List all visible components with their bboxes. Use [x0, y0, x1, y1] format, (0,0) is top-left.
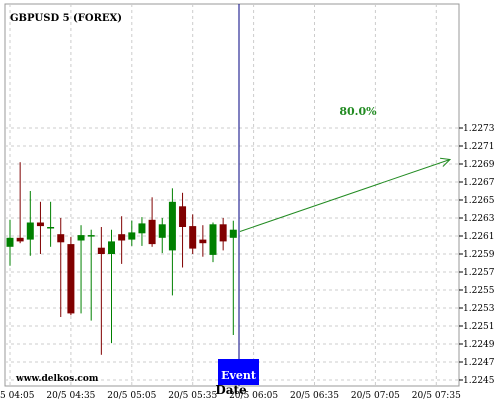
candle-body: [16, 237, 24, 242]
candle-body: [108, 241, 115, 254]
candle-body: [229, 229, 237, 238]
x-tick-label: 20/5 06:05: [229, 391, 278, 400]
candle-body: [77, 235, 85, 241]
candle-body: [168, 201, 176, 251]
candle-body: [67, 244, 75, 314]
candle-body: [36, 222, 44, 227]
y-tick-label: 1.2273: [463, 124, 495, 134]
y-tick-label: 1.2271: [463, 142, 495, 152]
forecast-label: 80.0%: [339, 105, 377, 118]
x-tick-label: 20/5 06:35: [290, 391, 339, 400]
candle-body: [219, 224, 227, 242]
y-tick-label: 1.2255: [463, 286, 495, 296]
forecast-arrowhead: [440, 157, 452, 167]
candle-body: [128, 232, 136, 240]
y-tick-label: 1.2269: [463, 160, 495, 170]
candle-body: [189, 226, 197, 249]
candle-body: [158, 224, 166, 238]
x-tick-label: 20/5 07:05: [351, 391, 400, 400]
y-axis: 1.2245 1.2247 1.2249 1.2251 1.2253 1.2255 1.22…: [459, 124, 495, 386]
event-marker: Event: [218, 4, 259, 386]
candle-group: [6, 162, 237, 355]
y-tick-label: 1.2259: [463, 250, 495, 260]
y-tick-label: 1.2261: [463, 232, 495, 242]
grid: [4, 3, 460, 387]
x-tick-label: 20/5 04:05: [0, 391, 35, 400]
y-tick-label: 1.2253: [463, 304, 495, 314]
x-tick-label: 20/5 05:35: [168, 391, 217, 400]
y-tick-label: 1.2247: [463, 358, 495, 368]
y-tick-label: 1.2263: [463, 214, 495, 224]
y-tick-label: 1.2251: [463, 322, 495, 332]
y-tick-label: 1.2267: [463, 178, 495, 188]
candle-body: [179, 206, 187, 227]
forecast-arrow: 80.0%: [239, 105, 452, 232]
x-tick-label: 20/5 07:35: [412, 391, 461, 400]
event-label: Event: [221, 369, 257, 382]
x-tick-label: 20/5 04:35: [46, 391, 95, 400]
x-axis-label: Date: [215, 383, 247, 397]
candle-body: [118, 234, 126, 241]
candle-body: [209, 224, 217, 255]
chart-title: GBPUSD 5 (FOREX): [10, 13, 122, 24]
watermark: www.delkos.com: [15, 374, 99, 384]
candle-body: [57, 234, 65, 243]
candle-body: [97, 247, 105, 254]
forecast-line: [239, 159, 451, 232]
plot-border: [4, 3, 460, 387]
candle-body: [6, 237, 14, 247]
candle-body: [148, 219, 156, 245]
y-tick-label: 1.2249: [463, 340, 495, 350]
candle-body: [87, 235, 95, 237]
x-tick-label: 20/5 05:05: [107, 391, 156, 400]
y-tick-label: 1.2245: [463, 376, 495, 386]
candle-body: [47, 227, 55, 229]
candle-body: [138, 223, 146, 234]
x-axis: 20/5 04:05 20/5 04:35 20/5 05:05 20/5 05:35…: [0, 391, 461, 400]
y-tick-label: 1.2265: [463, 196, 495, 206]
y-tick-label: 1.2257: [463, 268, 495, 278]
candle-body: [26, 222, 34, 240]
candle-body: [199, 239, 207, 244]
event-box: [218, 359, 259, 385]
